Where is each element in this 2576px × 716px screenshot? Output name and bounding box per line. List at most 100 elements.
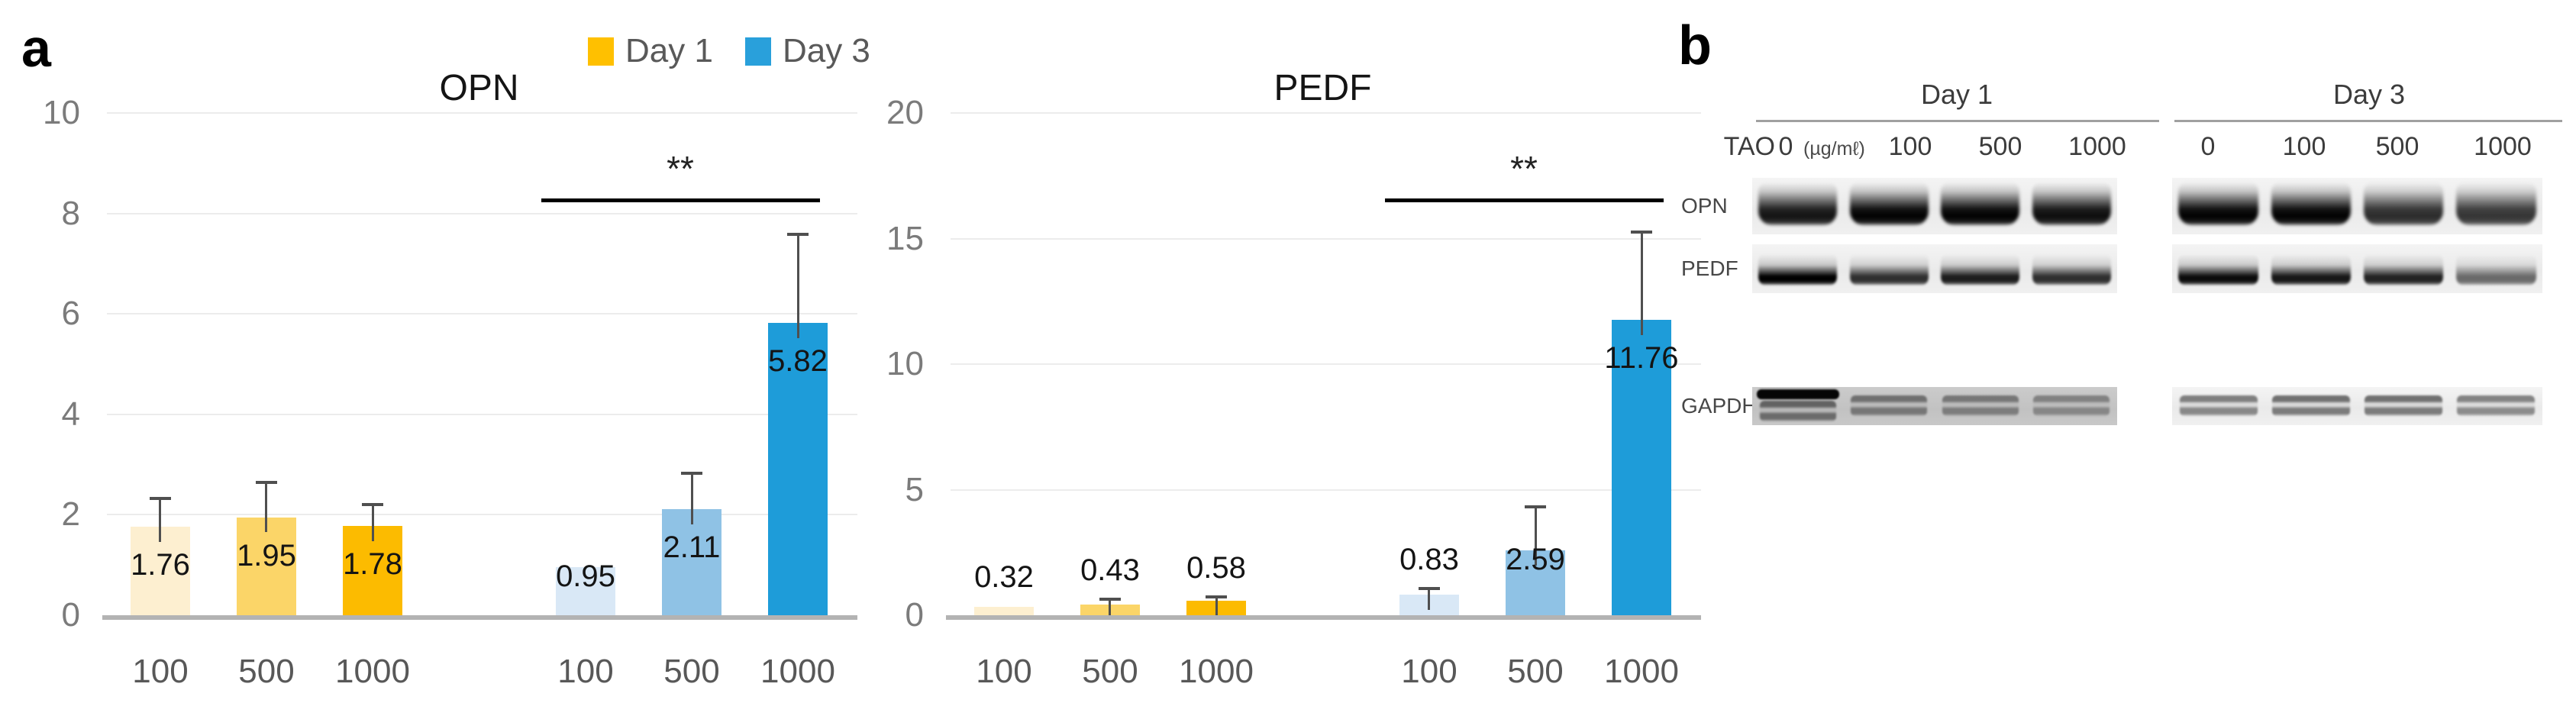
error-bar-cap [256, 481, 277, 484]
gel-lane-opn-day1-0 [1752, 178, 1844, 234]
chart-title-opn: OPN [439, 68, 519, 108]
gel-lane-gapdh-day1-0 [1752, 387, 1844, 425]
y-tick-opn-4: 4 [61, 395, 80, 433]
gel-strip-opn-day3 [2172, 178, 2542, 234]
x-axis-baseline-pedf [946, 615, 1701, 620]
gel-band-pedf [1758, 254, 1838, 285]
gridline-opn-6 [107, 313, 857, 314]
value-label-pedf-11.76: 11.76 [1604, 341, 1679, 375]
value-label-opn-0.95: 0.95 [556, 560, 615, 593]
error-bar-cap [1206, 595, 1227, 598]
gel-day-header-day3: Day 3 [2332, 79, 2406, 110]
x-tick-opn-day1-100: 100 [132, 653, 189, 690]
value-label-opn-1.95: 1.95 [237, 539, 296, 572]
gel-band-gapdh [2179, 395, 2258, 416]
gel-strip-gapdh-day3 [2172, 387, 2542, 425]
value-label-pedf-2.59: 2.59 [1506, 543, 1565, 576]
gridline-opn-4 [107, 414, 857, 415]
error-bar-stem [1215, 595, 1218, 615]
gel-lane-pedf-day3-3 [2450, 244, 2542, 293]
gel-band-gapdh [2033, 395, 2110, 416]
y-tick-opn-8: 8 [61, 195, 80, 232]
x-tick-pedf-day3-100: 100 [1401, 653, 1457, 690]
gel-day-underline-day3 [2174, 120, 2562, 122]
significance-label-pedf: ** [1510, 149, 1538, 189]
y-tick-opn-2: 2 [61, 495, 80, 533]
error-bar-cap [362, 503, 383, 506]
gel-band-pedf [2456, 254, 2536, 285]
error-bar-stem [265, 481, 267, 532]
error-bar-cap [787, 233, 809, 236]
gel-lane-opn-day3-1 [2264, 178, 2357, 234]
gel-band-opn [2032, 182, 2111, 225]
y-tick-pedf-20: 20 [886, 94, 924, 131]
gel-band-opn [2178, 182, 2258, 225]
x-tick-pedf-day1-500: 500 [1082, 653, 1138, 690]
gel-lane-opn-day1-2 [1935, 178, 2026, 234]
gel-concentration-day3-500: 500 [2375, 132, 2419, 161]
bar-opn-day3-100 [556, 567, 615, 615]
x-tick-pedf-day1-1000: 1000 [1179, 653, 1254, 690]
value-label-pedf-0.83: 0.83 [1399, 543, 1459, 576]
tao-row-label: TAO [1723, 132, 1775, 161]
error-bar-stem [1641, 231, 1643, 335]
gel-strip-pedf-day3 [2172, 244, 2542, 293]
gel-strip-gapdh-day1 [1752, 387, 2117, 425]
gel-lane-pedf-day1-3 [2026, 244, 2118, 293]
gel-lane-opn-day1-3 [2026, 178, 2118, 234]
y-tick-opn-0: 0 [61, 596, 80, 634]
gel-concentration-day1-100: 100 [1888, 132, 1932, 161]
significance-label-opn: ** [667, 149, 694, 189]
gel-concentration-day1-0: 0 [1778, 132, 1793, 161]
gel-band-opn [2271, 182, 2351, 225]
gel-band-gapdh [1759, 401, 1836, 421]
y-tick-pedf-15: 15 [886, 220, 924, 257]
error-bar-stem [1109, 598, 1111, 615]
gridline-pedf-20 [951, 112, 1701, 114]
gel-band-gapdh [2271, 395, 2350, 416]
gel-concentration-day3-100: 100 [2282, 132, 2326, 161]
gel-band-opn [1758, 182, 1838, 225]
gel-lane-gapdh-day1-2 [1935, 387, 2026, 425]
x-tick-opn-day1-500: 500 [238, 653, 295, 690]
gridline-pedf-15 [951, 238, 1701, 240]
gel-lane-gapdh-day3-0 [2172, 387, 2264, 425]
gel-band-opn [1849, 182, 1929, 225]
gel-day-underline-day1 [1756, 120, 2159, 122]
bar-opn-day1-500 [237, 518, 296, 615]
gel-strip-opn-day1 [1752, 178, 2117, 234]
error-bar-stem [159, 497, 161, 542]
x-axis-baseline-opn [102, 615, 857, 620]
error-bar-stem [372, 503, 374, 541]
gel-band-pedf [2363, 254, 2444, 285]
error-bar-stem [797, 233, 799, 338]
y-tick-pedf-5: 5 [905, 471, 924, 508]
gel-band-gapdh [2457, 395, 2536, 416]
x-tick-pedf-day3-1000: 1000 [1604, 653, 1679, 690]
gel-lane-pedf-day3-2 [2358, 244, 2450, 293]
legend-swatch-day3 [744, 37, 771, 66]
chart-title-pedf: PEDF [1273, 68, 1372, 108]
gel-band-pedf [1941, 254, 2020, 285]
y-tick-opn-6: 6 [61, 295, 80, 332]
value-label-opn-1.78: 1.78 [343, 547, 402, 581]
value-label-pedf-0.43: 0.43 [1080, 553, 1140, 587]
x-tick-opn-day3-100: 100 [557, 653, 614, 690]
gel-strip-pedf-day1 [1752, 244, 2117, 293]
gel-band-opn [2456, 182, 2536, 225]
gel-lane-pedf-day3-1 [2264, 244, 2357, 293]
gel-lane-gapdh-day3-3 [2450, 387, 2542, 425]
error-bar-stem [1535, 505, 1537, 566]
error-bar-cap [150, 497, 171, 500]
gel-band-pedf [1849, 254, 1929, 285]
gene-row-label-opn: OPN [1681, 194, 1728, 218]
gel-lane-opn-day3-0 [2172, 178, 2264, 234]
x-tick-opn-day1-1000: 1000 [335, 653, 410, 690]
error-bar-cap [1419, 587, 1440, 590]
gel-band-opn [2363, 182, 2444, 225]
bar-pedf-day3-1000 [1612, 320, 1671, 615]
value-label-pedf-0.58: 0.58 [1186, 551, 1246, 585]
gel-concentration-day1-500: 500 [1978, 132, 2022, 161]
bar-opn-day3-500 [662, 509, 721, 615]
gel-concentration-day1-1000: 1000 [2068, 132, 2126, 161]
